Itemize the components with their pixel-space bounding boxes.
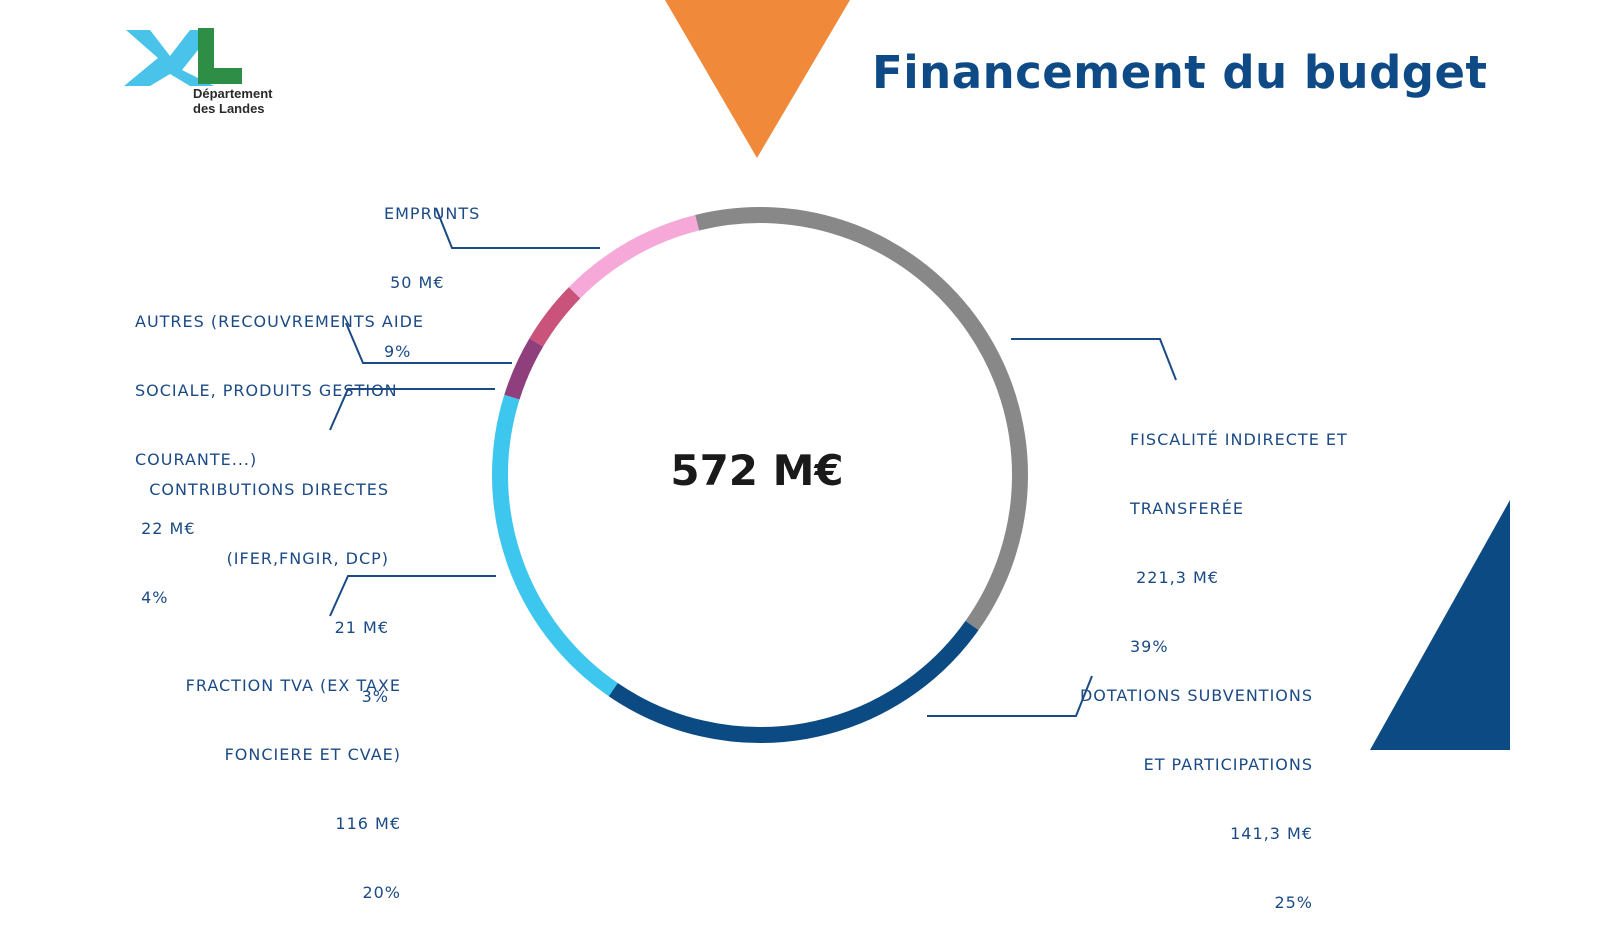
donut-slice-contributions: [504, 338, 544, 400]
orange-triangle-decoration: [665, 0, 850, 158]
label-tva-amount: 116 M€: [335, 814, 401, 833]
label-contributions-line-2: (IFER,FNGIR, DCP): [226, 549, 389, 568]
leader-line-dotations: [927, 675, 1093, 717]
donut-slice-autres: [529, 287, 581, 347]
logo-line-1: Département: [193, 86, 273, 101]
donut-slice-emprunts: [568, 214, 700, 299]
logo-mark-icon: [124, 28, 242, 86]
label-emprunts-amount: 50 M€: [384, 273, 445, 292]
label-contributions-line-1: CONTRIBUTIONS DIRECTES: [149, 480, 389, 499]
label-fiscalite-line-2: TRANSFERÉE: [1130, 499, 1244, 518]
logo-text: Département des Landes: [193, 86, 272, 116]
label-dotations-line-2: ET PARTICIPATIONS: [1143, 755, 1313, 774]
label-autres-line-2: SOCIALE, PRODUITS GESTION: [135, 381, 398, 400]
donut-slice-tva: [492, 394, 618, 697]
donut-slice-dotations: [608, 620, 979, 743]
navy-triangle-decoration: [1370, 500, 1510, 750]
label-autres-percent: 4%: [135, 588, 169, 607]
label-tva-percent: 20%: [362, 883, 401, 902]
label-contributions: CONTRIBUTIONS DIRECTES (IFER,FNGIR, DCP)…: [149, 432, 389, 731]
donut-total-label: 572 M€: [670, 446, 844, 495]
budget-chart-canvas: [124, 0, 1510, 750]
leader-line-fiscalite: [1011, 338, 1177, 381]
label-autres: AUTRES (RECOUVREMENTS AIDE SOCIALE, PROD…: [135, 264, 424, 632]
leader-line-autres: [345, 322, 512, 364]
leader-line-contributions: [329, 388, 495, 431]
label-fiscalite: FISCALITÉ INDIRECTE ET TRANSFERÉE 221,3 …: [1130, 382, 1348, 681]
label-fiscalite-percent: 39%: [1130, 637, 1169, 656]
label-dotations-amount: 141,3 M€: [1230, 824, 1313, 843]
label-dotations-line-1: DOTATIONS SUBVENTIONS: [1079, 686, 1313, 705]
label-autres-amount: 22 M€: [135, 519, 196, 538]
label-tva-line-1: FRACTION TVA (EX TAXE: [185, 676, 401, 695]
leader-line-tva: [329, 575, 496, 617]
label-dotations-percent: 25%: [1274, 893, 1313, 912]
page-title: Financement du budget: [872, 46, 1488, 99]
label-contributions-percent: 3%: [361, 687, 389, 706]
logo-line-2: des Landes: [193, 101, 265, 116]
label-contributions-amount: 21 M€: [334, 618, 389, 637]
label-tva-line-2: FONCIERE ET CVAE): [224, 745, 401, 764]
label-dotations: DOTATIONS SUBVENTIONS ET PARTICIPATIONS …: [1080, 638, 1313, 937]
label-emprunts-percent: 9%: [384, 342, 412, 361]
label-fiscalite-line-1: FISCALITÉ INDIRECTE ET: [1130, 430, 1348, 449]
label-fiscalite-amount: 221,3 M€: [1130, 568, 1219, 587]
label-emprunts-line-1: EMPRUNTS: [384, 204, 481, 223]
label-tva: FRACTION TVA (EX TAXE FONCIERE ET CVAE) …: [186, 628, 401, 927]
label-autres-line-3: COURANTE...): [135, 450, 258, 469]
leader-line-emprunts: [435, 207, 600, 249]
label-autres-line-1: AUTRES (RECOUVREMENTS AIDE: [135, 312, 425, 331]
donut-chart: [492, 207, 1028, 743]
donut-slice-fiscalite: [695, 207, 1028, 631]
label-emprunts: EMPRUNTS 50 M€ 9%: [384, 156, 480, 386]
